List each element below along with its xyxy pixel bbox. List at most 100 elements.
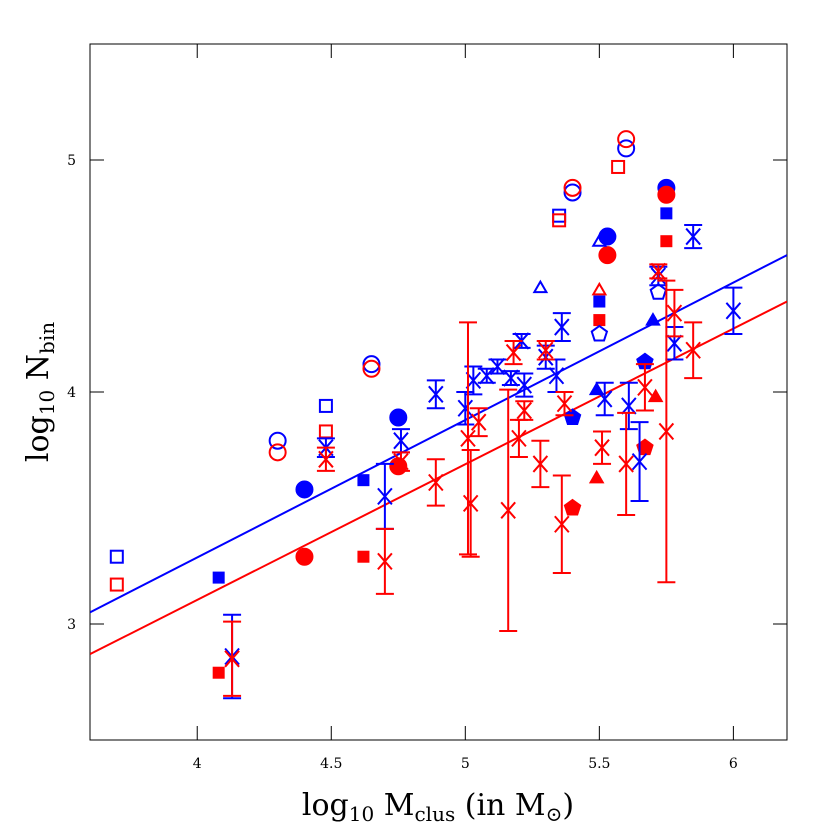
y-tick-label: 4 xyxy=(67,385,76,401)
point xyxy=(268,431,287,450)
point xyxy=(725,302,742,320)
point xyxy=(685,227,701,246)
point xyxy=(666,334,683,352)
point xyxy=(460,429,476,448)
point xyxy=(212,666,225,679)
point xyxy=(598,246,617,265)
point xyxy=(462,494,479,513)
point xyxy=(649,283,668,300)
point xyxy=(393,452,409,471)
point xyxy=(389,408,408,427)
point xyxy=(532,455,549,473)
point xyxy=(295,480,314,499)
point xyxy=(295,547,314,566)
plot-area xyxy=(90,130,787,700)
point xyxy=(594,439,610,457)
point xyxy=(362,359,381,378)
point xyxy=(457,399,474,417)
point xyxy=(658,422,675,441)
fit-line xyxy=(90,254,787,614)
point xyxy=(593,295,606,308)
point xyxy=(470,413,487,431)
point xyxy=(598,227,617,246)
point xyxy=(554,515,570,533)
point xyxy=(532,279,549,294)
point xyxy=(268,443,287,462)
y-axis-label-part: bin xyxy=(35,322,59,354)
point xyxy=(548,367,565,385)
y-axis-label: log10 Nbin xyxy=(21,322,59,462)
point xyxy=(552,213,567,228)
point xyxy=(590,324,609,342)
point xyxy=(556,394,573,413)
point xyxy=(377,487,393,506)
x-tick-label: 4.5 xyxy=(320,756,342,772)
x-axis-label-part: 10 xyxy=(349,802,374,826)
x-tick-label: 5.5 xyxy=(588,756,610,772)
point xyxy=(224,650,240,668)
point xyxy=(357,550,370,563)
y-axis-label-part: N xyxy=(21,354,56,390)
point xyxy=(563,183,582,202)
point xyxy=(621,397,637,415)
point xyxy=(591,233,608,247)
point xyxy=(516,401,533,420)
x-axis-label-part: ) xyxy=(562,788,574,823)
point xyxy=(212,571,225,584)
fit-line xyxy=(90,300,787,656)
point xyxy=(500,501,516,519)
x-tick-label: 4 xyxy=(193,756,202,772)
point xyxy=(657,185,676,204)
point xyxy=(631,452,648,471)
point xyxy=(593,314,606,327)
point xyxy=(660,207,673,220)
x-axis-label: log10 Mclus (in M⊙) xyxy=(302,788,574,826)
point xyxy=(428,473,444,492)
point xyxy=(666,304,683,322)
y-axis-label-part: 10 xyxy=(35,390,59,415)
point xyxy=(109,549,124,564)
point xyxy=(588,469,605,484)
point xyxy=(552,208,567,223)
x-axis-label-part: M xyxy=(374,788,414,823)
point xyxy=(685,341,701,359)
point xyxy=(645,312,661,326)
point xyxy=(588,381,605,396)
point xyxy=(516,376,533,394)
point xyxy=(318,398,333,413)
point xyxy=(647,388,664,403)
x-tick-label: 5 xyxy=(461,756,470,772)
point xyxy=(563,178,582,197)
point xyxy=(393,432,409,450)
x-axis-label-part: clus xyxy=(414,802,455,826)
point xyxy=(318,450,334,468)
point xyxy=(591,281,608,296)
point xyxy=(377,552,393,571)
point xyxy=(650,262,667,281)
x-axis-label-part: ⊙ xyxy=(546,802,563,826)
point xyxy=(563,408,582,425)
point xyxy=(428,385,444,403)
point xyxy=(554,318,570,336)
point xyxy=(479,367,495,385)
point xyxy=(596,390,613,408)
y-tick-label: 3 xyxy=(67,617,76,633)
point xyxy=(511,429,527,448)
x-tick-label: 6 xyxy=(729,756,738,772)
point xyxy=(537,341,554,359)
y-tick-label: 5 xyxy=(67,153,76,169)
point xyxy=(362,355,381,374)
point xyxy=(637,378,653,397)
point xyxy=(563,498,582,516)
point xyxy=(617,130,636,149)
y-axis-label-part: log xyxy=(21,415,56,462)
point xyxy=(618,455,634,473)
point xyxy=(660,235,673,248)
point xyxy=(611,159,626,174)
x-axis-label-part: (in M xyxy=(455,788,545,823)
point xyxy=(318,424,333,439)
point xyxy=(357,474,370,487)
point xyxy=(109,577,124,592)
point xyxy=(617,139,636,158)
